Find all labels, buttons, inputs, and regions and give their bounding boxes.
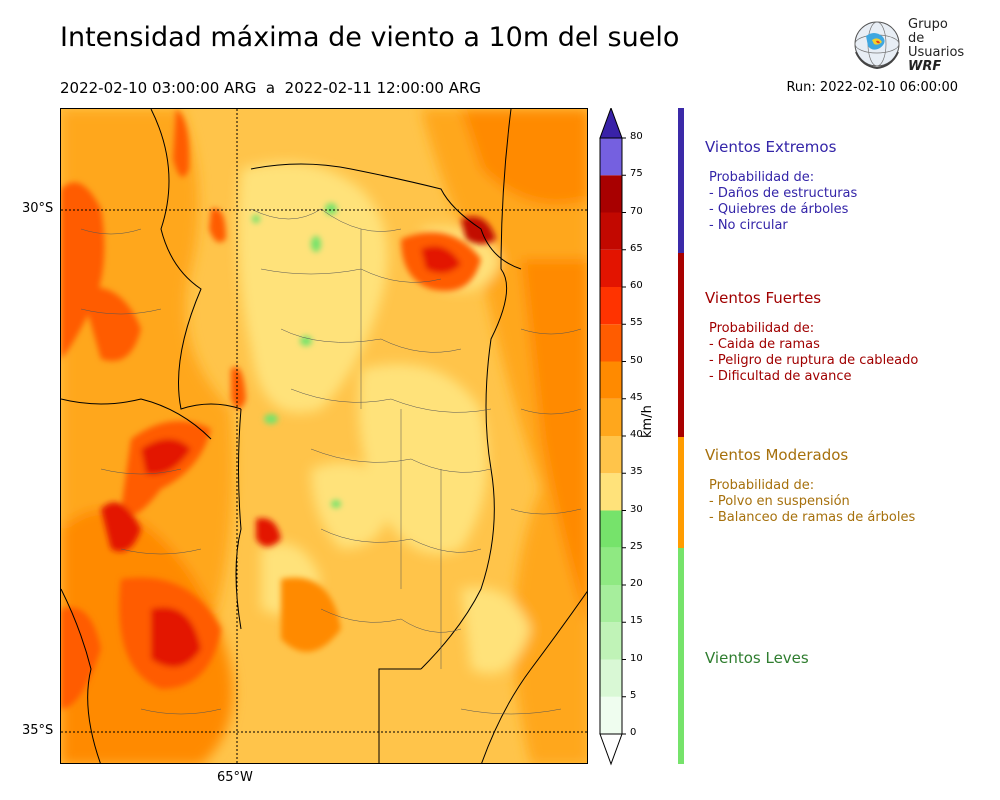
colorbar-segment <box>600 510 622 548</box>
period-label: 2022-02-10 03:00:00 ARG a 2022-02-11 12:… <box>60 79 482 97</box>
colorbar-segment <box>600 659 622 697</box>
colorbar-tick-label: 80 <box>630 131 643 142</box>
chart-title: Intensidad máxima de viento a 10m del su… <box>60 22 680 53</box>
colorbar-tick-label: 50 <box>630 354 643 366</box>
colorbar-scale <box>599 106 626 766</box>
colorbar-tick-label: 40 <box>630 429 643 440</box>
colorbar-tick-label: 5 <box>630 689 637 701</box>
colorbar-segment <box>600 324 622 362</box>
category-line: - Dificultad de avance <box>709 369 852 384</box>
colorbar-tick-label: 25 <box>630 540 643 552</box>
category-extremos: Vientos Extremos Probabilidad de: - Daño… <box>705 138 857 234</box>
logo-text: Grupo de Usuarios WRF <box>908 17 965 74</box>
wind-map <box>60 108 588 764</box>
colorbar-tick-label: 35 <box>630 466 643 478</box>
colorbar-extend-max <box>599 106 623 139</box>
colorbar-segment <box>600 138 622 176</box>
colorbar-segment <box>600 547 622 585</box>
category-line: - Caida de ramas <box>709 337 820 352</box>
colorbar-tick-label: 60 <box>630 280 643 291</box>
category-line: - Polvo en suspensión <box>709 494 850 509</box>
colorbar-unit: km/h <box>640 405 655 438</box>
category-band-fuertes <box>678 253 684 437</box>
colorbar-segment <box>600 287 622 325</box>
colorbar-segment <box>600 473 622 511</box>
colorbar-tick-label: 75 <box>630 168 643 180</box>
lat-label-30s: 30°S <box>22 201 54 216</box>
category-line: - Balanceo de ramas de árboles <box>709 510 916 525</box>
category-line: - Daños de estructuras <box>709 186 858 201</box>
category-line: - Peligro de ruptura de cableado <box>709 353 919 368</box>
colorbar-tick-label: 30 <box>630 503 643 515</box>
lon-label-65w: 65°W <box>217 770 253 785</box>
colorbar-segment <box>600 436 622 474</box>
category-title: Vientos Leves <box>705 649 809 667</box>
colorbar-segment <box>600 175 622 213</box>
colorbar-segment <box>600 249 622 287</box>
colorbar-tick-label: 65 <box>630 242 643 254</box>
colorbar-tick-label: 20 <box>630 578 643 589</box>
category-line: - No circular <box>709 218 788 233</box>
colorbar-tick-label: 15 <box>630 615 643 627</box>
run-label: Run: 2022-02-10 06:00:00 <box>786 80 958 95</box>
wind-field <box>61 109 587 763</box>
colorbar-tick-label: 0 <box>630 727 637 738</box>
colorbar-segment <box>600 696 622 734</box>
category-title: Vientos Moderados <box>705 446 849 464</box>
category-title: Vientos Extremos <box>705 138 837 156</box>
category-line: - Quiebres de árboles <box>709 202 849 217</box>
colorbar-tick-label: 70 <box>630 205 643 217</box>
colorbar-segment <box>600 622 622 660</box>
category-band-extremos <box>678 108 684 253</box>
colorbar-tick-label: 10 <box>630 652 643 664</box>
category-title: Vientos Fuertes <box>705 289 822 307</box>
colorbar <box>598 106 638 768</box>
category-band-moderados <box>678 437 684 548</box>
wrf-logo: Grupo de Usuarios WRF <box>848 16 968 74</box>
colorbar-segment <box>600 212 622 250</box>
colorbar-segment <box>600 361 622 399</box>
colorbar-extend-min <box>599 733 623 766</box>
lat-label-35s: 35°S <box>22 723 54 738</box>
globe-icon <box>854 21 900 70</box>
category-fuertes: Vientos Fuertes Probabilidad de: - Caida… <box>705 289 918 385</box>
colorbar-segment <box>600 585 622 623</box>
category-leves: Vientos Leves <box>705 649 809 667</box>
colorbar-segment <box>600 398 622 436</box>
category-moderados: Vientos Moderados Probabilidad de: - Pol… <box>705 446 915 526</box>
colorbar-tick-label: 55 <box>630 317 643 329</box>
category-line: Probabilidad de: <box>709 170 815 185</box>
category-band-leves <box>678 548 684 764</box>
category-line: Probabilidad de: <box>709 478 815 493</box>
category-line: Probabilidad de: <box>709 321 815 336</box>
colorbar-tick-label: 45 <box>630 391 643 403</box>
